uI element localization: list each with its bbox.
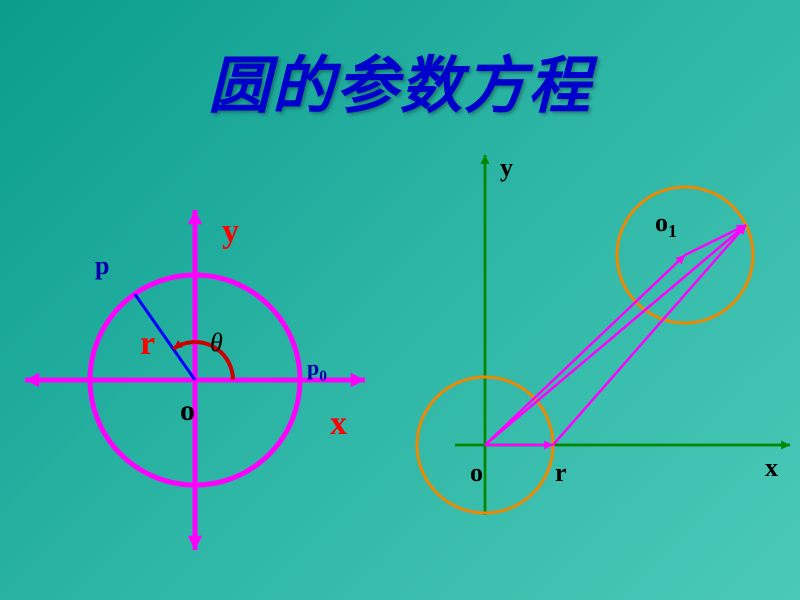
svg-text:r: r: [140, 325, 155, 362]
right-diagram: y x o r o1: [400, 155, 800, 555]
svg-text:y: y: [500, 155, 513, 182]
svg-text:x: x: [765, 453, 778, 482]
svg-text:y: y: [222, 213, 239, 250]
left-svg: yxorθpp0: [0, 190, 380, 590]
svg-text:θ: θ: [210, 328, 223, 357]
svg-text:r: r: [555, 458, 567, 487]
left-diagram: yxorθpp0: [0, 190, 360, 570]
svg-text:o: o: [180, 394, 195, 427]
svg-text:o1: o1: [655, 208, 677, 241]
right-svg: y x o r o1: [400, 155, 800, 555]
svg-text:o: o: [470, 458, 483, 487]
page-title: 圆的参数方程: [208, 35, 592, 125]
svg-text:x: x: [330, 405, 347, 442]
svg-text:p: p: [95, 251, 109, 280]
